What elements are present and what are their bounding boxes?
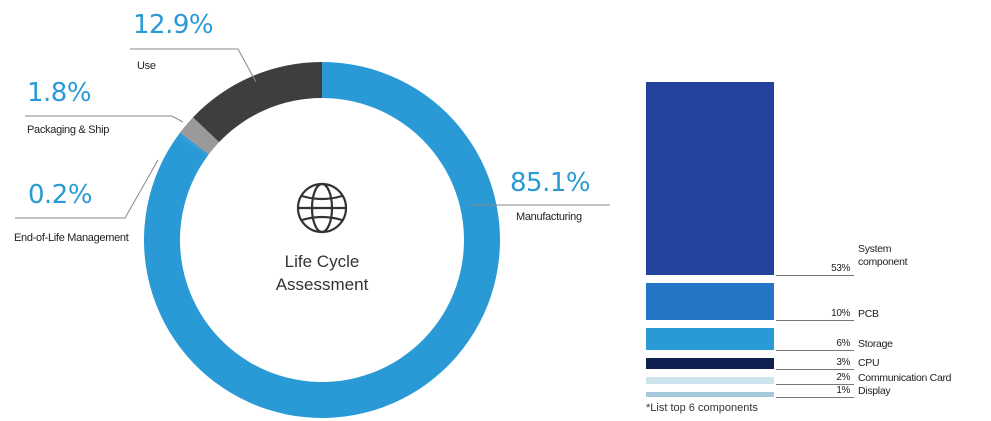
bar-system-component: [646, 82, 774, 276]
leader-line-eol: [15, 159, 159, 219]
donut-center-label: Life Cycle Assessment: [252, 250, 392, 296]
bar-label-cpu: CPU: [858, 356, 880, 369]
bar-value-system-component: 53%: [831, 263, 850, 275]
donut-chart: [15, 48, 610, 419]
bar-footnote: *List top 6 components: [646, 402, 758, 414]
globe-icon: [296, 182, 348, 234]
bar-label-system-component: System component: [858, 243, 908, 269]
bar-value-cpu: 3%: [836, 356, 850, 368]
slice-label-use: Use: [137, 60, 156, 72]
bar-leader-storage: [776, 349, 854, 351]
bar-leader-cpu: [776, 368, 854, 370]
bar-communication-card: [646, 376, 774, 385]
center-label-line-2: Assessment: [275, 275, 369, 294]
bar-value-storage: 6%: [836, 337, 850, 349]
leader-line-packaging: [25, 115, 184, 123]
bar-label-pcb: PCB: [858, 307, 879, 320]
bar-leader-system-component: [776, 275, 854, 277]
donut-slice-use: [193, 62, 322, 143]
bar-leader-communication-card: [776, 384, 854, 386]
bar-display: [646, 392, 774, 398]
bar-value-pcb: 10%: [831, 307, 850, 319]
slice-value-use: 12.9%: [133, 10, 214, 40]
bar-pcb: [646, 283, 774, 320]
bar-label-display: Display: [858, 385, 891, 398]
center-label-line-1: Life Cycle: [284, 252, 360, 271]
bar-value-display: 1%: [836, 385, 850, 397]
bar-leader-display: [776, 397, 854, 399]
bar-leader-pcb: [776, 319, 854, 321]
leader-line-use: [130, 48, 257, 83]
bar-value-communication-card: 2%: [836, 372, 850, 384]
donut-slice-end-of-life-management: [178, 132, 209, 156]
slice-label-eol: End-of-Life Management: [14, 232, 129, 244]
slice-label-packaging: Packaging & Ship: [27, 124, 110, 136]
bar-cpu: [646, 357, 774, 369]
bar-label-communication-card: Communication Card: [858, 372, 952, 385]
bar-storage: [646, 327, 774, 350]
bar-label-storage: Storage: [858, 337, 893, 350]
stacked-bar-chart: 53% 10% 6% 3% 2% 1% System component PCB…: [640, 70, 991, 420]
slice-label-manufacturing: Manufacturing: [516, 211, 582, 223]
slice-value-manufacturing: 85.1%: [510, 168, 591, 198]
slice-value-eol: 0.2%: [28, 180, 93, 210]
slice-value-packaging: 1.8%: [27, 78, 92, 108]
donut-slice-packaging-ship: [179, 117, 220, 155]
